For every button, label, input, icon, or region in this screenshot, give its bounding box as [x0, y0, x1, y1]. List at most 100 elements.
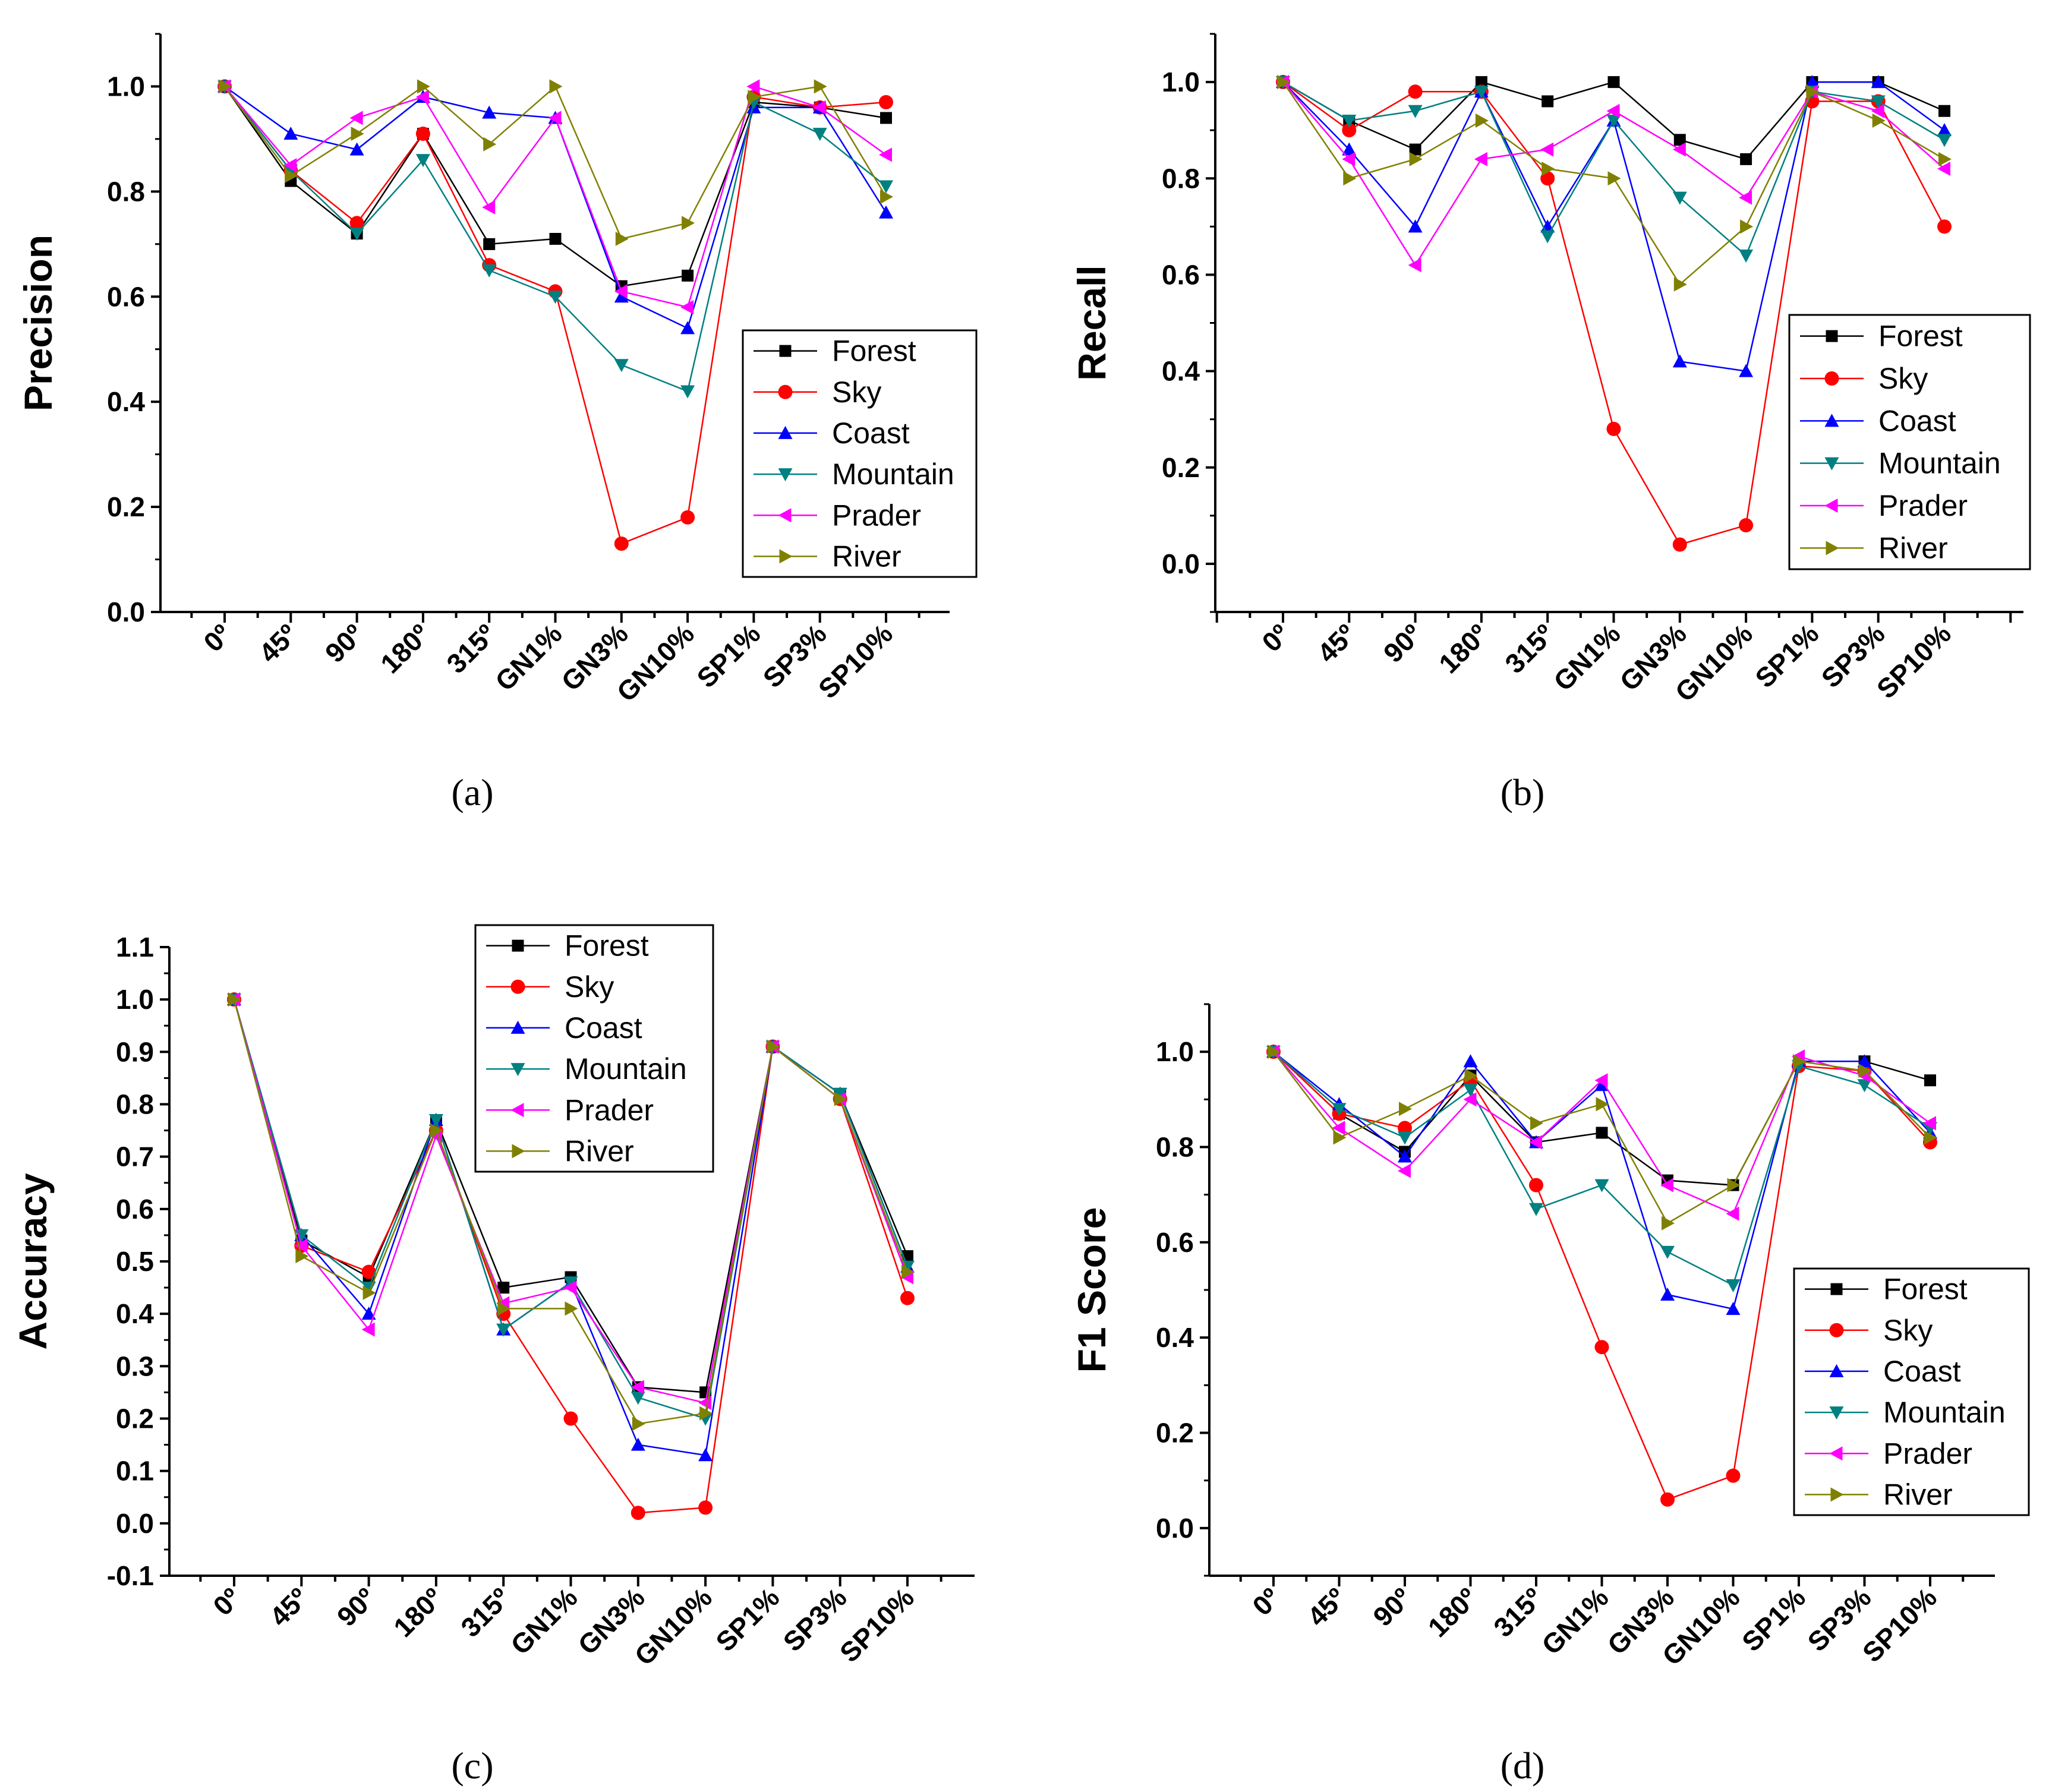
data-point — [1740, 153, 1752, 165]
legend-marker — [1830, 1283, 1843, 1295]
data-point — [1594, 1179, 1609, 1192]
data-point — [682, 216, 695, 231]
legend: Forest Sky Coast Mountain Prader River — [1793, 1267, 2030, 1516]
y-tick-label: 0.0 — [1162, 548, 1200, 579]
data-point — [680, 510, 695, 525]
x-tick-label: 180º — [1433, 618, 1494, 679]
data-point — [563, 1411, 578, 1426]
data-point — [1606, 114, 1621, 128]
legend-marker — [1830, 1487, 1844, 1502]
data-point — [614, 284, 628, 299]
series-river — [1268, 1045, 1937, 1231]
data-point — [497, 1282, 510, 1294]
legend-marker — [1826, 330, 1838, 342]
data-point — [1333, 1130, 1347, 1145]
x-tick-label: 90º — [319, 618, 370, 668]
data-point — [1596, 1127, 1608, 1139]
data-point — [294, 1238, 308, 1253]
legend-item: Sky — [486, 970, 614, 1004]
data-point — [879, 147, 892, 162]
data-point — [615, 231, 629, 246]
data-point — [767, 1039, 780, 1054]
data-point — [349, 228, 364, 241]
data-point — [563, 1280, 577, 1295]
x-tick-label: 45º — [253, 618, 304, 668]
data-point — [1672, 537, 1687, 552]
legend-item: Forest — [486, 929, 649, 963]
legend-label: Coast — [565, 1011, 642, 1045]
x-tick-label: GN1% — [505, 1582, 584, 1661]
data-point — [1606, 421, 1621, 436]
data-point — [1596, 1097, 1609, 1112]
x-tick-label: 315º — [1499, 618, 1560, 679]
data-point — [631, 1437, 645, 1451]
legend-item: River — [1805, 1478, 1953, 1511]
x-tick-label: 45º — [264, 1582, 314, 1632]
data-point — [748, 90, 761, 105]
legend-marker — [512, 939, 524, 952]
legend-item: River — [486, 1134, 634, 1168]
caption-c: (c) — [451, 1744, 493, 1787]
series-river — [1277, 75, 1952, 292]
legend-item: Sky — [1800, 362, 1928, 395]
legend-label: Prader — [1883, 1437, 1972, 1470]
legend-marker — [1829, 1323, 1844, 1337]
legend-label: Coast — [832, 417, 910, 450]
data-point — [880, 112, 892, 124]
data-point — [1857, 1079, 1872, 1093]
y-tick-label: 0.2 — [116, 1403, 154, 1434]
y-tick-label: 0.8 — [1156, 1132, 1194, 1163]
legend-marker — [779, 549, 793, 564]
x-tick-label: GN1% — [1536, 1582, 1615, 1661]
data-point — [1529, 1135, 1542, 1150]
legend-label: Coast — [1878, 404, 1956, 437]
legend-marker — [510, 1103, 524, 1118]
legend-item: Mountain — [1805, 1396, 2006, 1429]
legend-marker — [1824, 457, 1839, 471]
y-tick-label: 0.6 — [116, 1194, 154, 1225]
data-point — [812, 128, 827, 141]
legend-item: Mountain — [486, 1052, 687, 1086]
legend-label: Prader — [565, 1093, 654, 1127]
data-point — [879, 94, 893, 109]
data-point — [1726, 1279, 1741, 1292]
data-point — [1660, 1492, 1675, 1507]
data-point — [1408, 219, 1423, 233]
data-point — [1399, 1102, 1412, 1116]
y-tick-label: 1.0 — [1162, 67, 1200, 97]
data-point — [901, 1264, 915, 1279]
legend-marker — [510, 1063, 525, 1077]
y-tick-label: 1.0 — [1156, 1036, 1194, 1067]
legend-marker — [778, 508, 792, 523]
x-tick-label: 315º — [455, 1582, 516, 1643]
legend-label: Forest — [565, 929, 649, 963]
y-tick-label: 0.4 — [1156, 1322, 1194, 1353]
data-point — [1463, 1054, 1478, 1068]
data-point — [1409, 152, 1423, 166]
legend-item: Prader — [1800, 489, 1968, 522]
y-tick-label: 0.4 — [1162, 356, 1200, 387]
y-tick-label: 0.2 — [1162, 452, 1200, 483]
data-point — [1332, 1121, 1345, 1135]
legend-item: Forest — [1800, 320, 1963, 353]
data-point — [417, 79, 430, 94]
legend-marker — [778, 425, 793, 439]
x-tick-label: GN1% — [1547, 618, 1626, 697]
data-point — [1268, 1045, 1281, 1059]
data-point — [614, 359, 629, 373]
legend-item: Prader — [486, 1093, 654, 1127]
y-tick-label: 0.8 — [1162, 163, 1200, 194]
data-point — [1672, 142, 1686, 157]
x-tick-label: 180º — [374, 618, 436, 679]
legend-item: Prader — [1805, 1437, 1972, 1470]
y-tick-label: 0.3 — [116, 1351, 154, 1381]
data-point — [1937, 162, 1950, 176]
y-tick-label: 0.9 — [116, 1036, 154, 1067]
legend-item: River — [1800, 531, 1948, 564]
y-tick-label: 1.1 — [116, 932, 154, 963]
series-line — [223, 85, 887, 240]
data-point — [680, 299, 694, 314]
legend-item: Coast — [1805, 1355, 1961, 1388]
x-tick-label: 90º — [1367, 1582, 1417, 1632]
data-point — [879, 205, 893, 219]
